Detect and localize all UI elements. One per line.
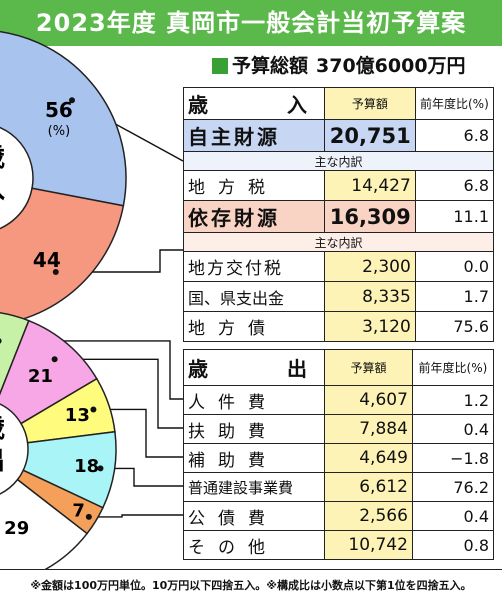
- jishu-row: 自主財源 20,751 6.8: [184, 120, 494, 152]
- jishu-breakdown-row: 主な内訳: [184, 152, 494, 171]
- table-row: 人件費 4,607 1.2: [184, 386, 494, 415]
- leader-dot: [90, 406, 96, 412]
- pie-center-label: 歳: [0, 414, 5, 444]
- leader-dot: [53, 269, 59, 275]
- row-amount: 7,884: [325, 415, 413, 444]
- revenue-header-row: 歳 入 予算額 前年度比(%): [184, 88, 494, 120]
- leader-dot: [97, 465, 103, 471]
- pie-value-label: 29: [4, 518, 29, 539]
- izon-row: 依存財源 16,309 11.1: [184, 201, 494, 233]
- izon-change: 11.1: [415, 201, 493, 233]
- row-amount: 2,300: [325, 252, 416, 282]
- pie-center-label: 歳: [0, 143, 5, 173]
- row-label: 地方交付税: [184, 252, 325, 282]
- jishu-amount: 20,751: [325, 120, 416, 152]
- row-change: 0.8: [412, 531, 493, 560]
- revenue-table: 歳 入 予算額 前年度比(%) 自主財源 20,751 6.8 主な内訳 地方税…: [183, 87, 494, 342]
- leader-line: [89, 515, 183, 517]
- pie-center-label: 出: [0, 446, 5, 476]
- row-label: 地方税: [184, 171, 325, 201]
- expenditure-table: 歳 出 予算額 前年度比(%) 人件費 4,607 1.2 扶助費 7,884 …: [183, 349, 494, 560]
- row-amount: 8,335: [325, 282, 416, 312]
- pie-slice-2: [0, 188, 123, 326]
- expenditure-change-header: 前年度比(%): [412, 350, 493, 386]
- table-row: 国、県支出金 8,335 1.7: [184, 282, 494, 312]
- row-label: 人件費: [184, 386, 325, 415]
- row-amount: 4,607: [325, 386, 413, 415]
- row-amount: 6,612: [325, 473, 413, 502]
- revenue-title: 歳 入: [184, 88, 325, 120]
- pie-value-label: 13: [65, 405, 90, 426]
- pie-value-label: 18: [74, 456, 99, 477]
- row-amount: 4,649: [325, 444, 413, 473]
- revenue-change-header: 前年度比(%): [415, 88, 493, 120]
- pie-value-label: 7: [72, 501, 85, 522]
- expenditure-amount-header: 予算額: [325, 350, 413, 386]
- row-label: その他: [184, 531, 325, 560]
- row-change: 0.0: [415, 252, 493, 282]
- row-label: 国、県支出金: [184, 282, 325, 312]
- expenditure-header-row: 歳 出 予算額 前年度比(%): [184, 350, 494, 386]
- table-row: 地方交付税 2,300 0.0: [184, 252, 494, 282]
- revenue-pie: 56 (%) 44 歳入: [0, 30, 126, 326]
- pie-value-label: 21: [28, 366, 53, 387]
- row-change: 76.2: [412, 473, 493, 502]
- jishu-change: 6.8: [415, 120, 493, 152]
- table-row: その他 10,742 0.8: [184, 531, 494, 560]
- row-label: 扶助費: [184, 415, 325, 444]
- expenditure-pie: 12(%)211318729歳出: [0, 311, 116, 569]
- leader-dot: [52, 356, 58, 362]
- table-row: 扶助費 7,884 0.4: [184, 415, 494, 444]
- footnote: ※金額は100万円単位。10万円以下四捨五入。※構成比は小数点以下第1位を四捨五…: [0, 569, 502, 601]
- row-amount: 10,742: [325, 531, 413, 560]
- table-row: 普通建設事業費 6,612 76.2: [184, 473, 494, 502]
- pie-value-label: 44: [33, 248, 61, 272]
- row-change: 1.7: [415, 282, 493, 312]
- table-row: 地方税 14,427 6.8: [184, 171, 494, 201]
- izon-label: 依存財源: [184, 201, 325, 233]
- table-row: 地方債 3,120 75.6: [184, 312, 494, 342]
- jishu-breakdown-label: 主な内訳: [184, 152, 494, 171]
- izon-breakdown-row: 主な内訳: [184, 233, 494, 252]
- revenue-amount-header: 予算額: [325, 88, 416, 120]
- row-label: 公債費: [184, 502, 325, 531]
- row-label: 地方債: [184, 312, 325, 342]
- pie-center-label: 入: [0, 175, 5, 205]
- row-change: −1.8: [412, 444, 493, 473]
- row-change: 6.8: [415, 171, 493, 201]
- jishu-label: 自主財源: [184, 120, 325, 152]
- row-amount: 3,120: [325, 312, 416, 342]
- expenditure-title: 歳 出: [184, 350, 325, 386]
- izon-breakdown-label: 主な内訳: [184, 233, 494, 252]
- row-change: 0.4: [412, 415, 493, 444]
- row-label: 普通建設事業費: [184, 473, 325, 502]
- pie-value-label: 56: [45, 98, 73, 122]
- row-amount: 2,566: [325, 502, 413, 531]
- leader-dot: [86, 514, 92, 520]
- row-change: 1.2: [412, 386, 493, 415]
- pie-unit-label: (%): [48, 124, 71, 139]
- table-row: 補助費 4,649 −1.8: [184, 444, 494, 473]
- row-amount: 14,427: [325, 171, 416, 201]
- table-row: 公債費 2,566 0.4: [184, 502, 494, 531]
- row-change: 0.4: [412, 502, 493, 531]
- row-change: 75.6: [415, 312, 493, 342]
- izon-amount: 16,309: [325, 201, 416, 233]
- row-label: 補助費: [184, 444, 325, 473]
- leader-dot: [69, 97, 75, 103]
